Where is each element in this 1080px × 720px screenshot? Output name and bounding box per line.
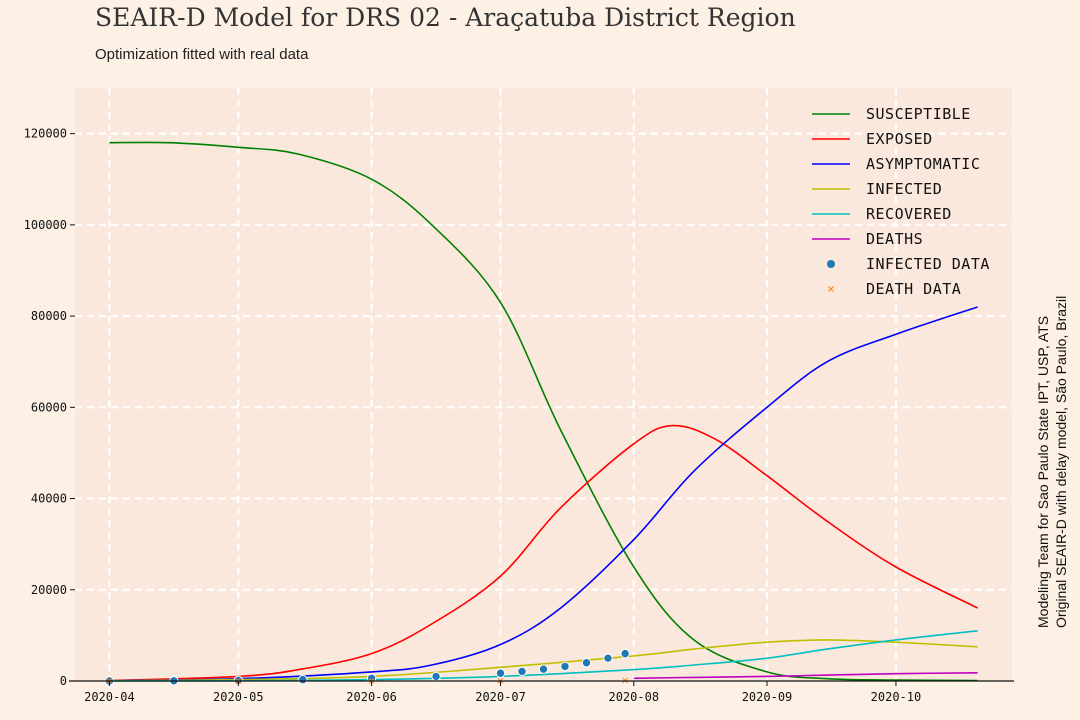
- y-tick-label: 0: [60, 674, 67, 688]
- data-point-infected-data: [603, 653, 613, 663]
- legend-item-asymptomatic: ASYMPTOMATIC: [812, 155, 980, 173]
- data-point-infected-data: [431, 671, 441, 682]
- attribution-note: Modeling Team for Sao Paulo State IPT, U…: [1034, 296, 1070, 628]
- y-tick-label: 20000: [31, 583, 67, 597]
- x-tick-label: 2020-10: [871, 690, 922, 704]
- data-point-infected-data: [517, 666, 527, 677]
- legend-label: SUSCEPTIBLE: [866, 105, 971, 123]
- chart-title: SEAIR-D Model for DRS 02 - Araçatuba Dis…: [95, 3, 796, 32]
- axes: 2020-04 2020-05 2020-06 2020-07 2020-08 2020-…: [24, 127, 1014, 704]
- legend-label: DEATHS: [866, 230, 923, 248]
- attribution-line-2: Original SEAIR-D with delay model, São P…: [1053, 295, 1069, 628]
- legend-swatch: [827, 260, 835, 268]
- legend-item-death-data: DEATH DATA: [828, 280, 961, 298]
- x-tick-label: 2020-05: [213, 690, 264, 704]
- legend-label: INFECTED DATA: [866, 255, 990, 273]
- x-tick-label: 2020-08: [608, 690, 659, 704]
- data-point-infected-data: [495, 668, 506, 678]
- y-tick-label: 80000: [31, 309, 67, 323]
- legend-label: DEATH DATA: [866, 280, 961, 298]
- grid-lines: [75, 88, 1012, 681]
- legend-label: RECOVERED: [866, 205, 952, 223]
- x-tick-label: 2020-07: [475, 690, 526, 704]
- data-point-infected-data: [581, 658, 592, 668]
- series-layer: [104, 141, 978, 686]
- legend: SUSCEPTIBLE EXPOSED ASYMPTOMATIC INFECTED RE…: [812, 105, 990, 298]
- data-point-infected-data: [560, 661, 570, 672]
- legend-item-infected: INFECTED: [812, 180, 942, 198]
- legend-label: ASYMPTOMATIC: [866, 155, 980, 173]
- legend-item-deaths: DEATHS: [812, 230, 923, 248]
- x-tick-label: 2020-04: [84, 690, 135, 704]
- series-line-susceptible: [109, 141, 978, 682]
- legend-label: INFECTED: [866, 180, 942, 198]
- data-point-infected-data: [538, 664, 549, 674]
- data-point-infected-data: [620, 648, 630, 659]
- y-tick-label: 60000: [31, 400, 67, 414]
- legend-item-susceptible: SUSCEPTIBLE: [812, 105, 971, 123]
- series-line-deaths: [633, 672, 978, 680]
- chart-subtitle: Optimization fitted with real data: [95, 46, 309, 63]
- data-point-infected-data: [298, 674, 308, 685]
- x-tick-label: 2020-09: [742, 690, 793, 704]
- attribution-line-1: Modeling Team for Sao Paulo State IPT, U…: [1035, 315, 1051, 628]
- x-tick-label: 2020-06: [346, 690, 397, 704]
- legend-item-recovered: RECOVERED: [812, 205, 952, 223]
- series-line-infected: [109, 639, 978, 682]
- legend-item-infected-data: INFECTED DATA: [827, 255, 990, 273]
- legend-item-exposed: EXPOSED: [812, 130, 933, 148]
- legend-label: EXPOSED: [866, 130, 933, 148]
- plot-area: [75, 88, 1012, 681]
- y-tick-label: 40000: [31, 492, 67, 506]
- series-line-asymptomatic: [109, 306, 978, 682]
- y-tick-label: 100000: [24, 218, 67, 232]
- y-tick-label: 120000: [24, 127, 67, 141]
- series-line-exposed: [109, 424, 978, 682]
